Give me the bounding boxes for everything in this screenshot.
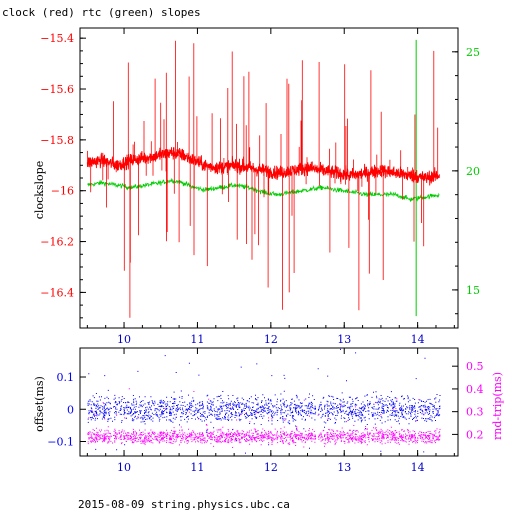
x-tick-label: 12 xyxy=(264,333,278,346)
slope-plot: −16.4 −16.2 −16 −15.8 −15.6 −15.4 15 20 25 10 11 12… xyxy=(33,27,480,346)
x-tick-label: 10 xyxy=(117,333,131,346)
offset-plot: −0.1 0 0.1 0.2 0.3 0.4 0.5 10 11 12 13 14 offset(ms… xyxy=(33,347,504,474)
slope-plot-axes: −16.4 −16.2 −16 −15.8 −15.6 −15.4 15 20 25 10 11 12… xyxy=(40,28,480,346)
y-tick-label: −16 xyxy=(51,185,74,198)
offset-plot-data xyxy=(87,348,441,454)
y-axis-label-offset: offset(ms) xyxy=(33,376,46,432)
y-tick-label: −16.4 xyxy=(40,286,74,299)
roundtrip-points xyxy=(87,388,441,448)
clock-spikes xyxy=(87,40,439,318)
chart-title: clock (red) rtc (green) slopes xyxy=(2,6,201,19)
y2-tick-label: 0.4 xyxy=(466,383,484,396)
y2-tick-label: 0.3 xyxy=(466,406,484,419)
y-tick-label: 0.1 xyxy=(57,371,75,384)
y-axis-label-clockslope: clockslope xyxy=(33,161,46,219)
y2-tick-label: 0.5 xyxy=(466,360,484,373)
offset-plot-axes: −0.1 0 0.1 0.2 0.3 0.4 0.5 10 11 12 13 14 xyxy=(47,348,484,474)
y-tick-label: 0 xyxy=(67,403,74,416)
y-tick-label: −16.2 xyxy=(40,236,74,249)
y-tick-label: −15.6 xyxy=(40,83,74,96)
x-tick-label: 11 xyxy=(190,461,204,474)
slope-plot-data xyxy=(86,39,440,318)
x-tick-label: 13 xyxy=(337,333,351,346)
y2-tick-label: 25 xyxy=(466,46,480,59)
x-tick-label: 11 xyxy=(190,333,204,346)
clock-series-line xyxy=(86,147,440,186)
x-tick-label: 12 xyxy=(264,461,278,474)
y-tick-label: −0.1 xyxy=(47,435,74,448)
x-tick-label: 10 xyxy=(117,461,131,474)
x-tick-label: 14 xyxy=(411,461,425,474)
x-tick-label: 13 xyxy=(337,461,351,474)
footer-date-host: 2015-08-09 string.physics.ubc.ca xyxy=(78,498,290,511)
y-tick-label: −15.8 xyxy=(40,134,74,147)
y2-tick-label: 15 xyxy=(466,284,480,297)
offset-plot-frame xyxy=(79,347,459,457)
x-tick-label: 14 xyxy=(411,333,425,346)
y-tick-label: −15.4 xyxy=(40,32,74,45)
offset-points xyxy=(87,348,441,454)
y2-tick-label: 0.2 xyxy=(466,428,484,441)
y2-tick-label: 20 xyxy=(466,165,480,178)
y-axis-label-roundtrip: rnd-trip(ms) xyxy=(491,372,504,440)
rtc-series-line xyxy=(87,177,440,203)
